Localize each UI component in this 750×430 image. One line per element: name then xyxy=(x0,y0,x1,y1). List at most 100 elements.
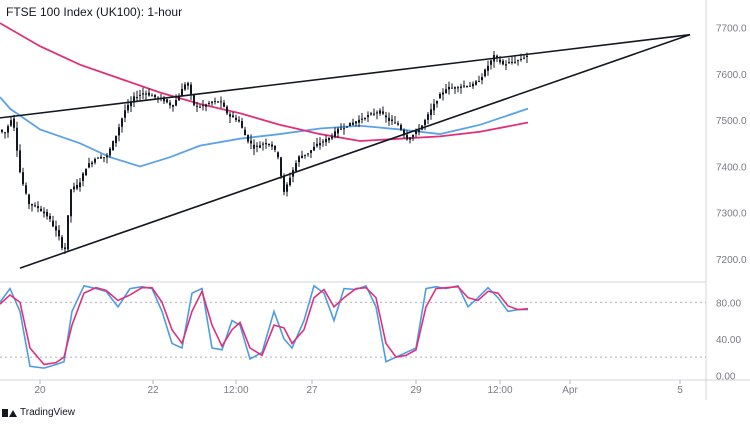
candle-body xyxy=(187,83,189,86)
price-candle xyxy=(91,160,93,168)
price-candle xyxy=(76,179,78,191)
candle-body xyxy=(163,98,165,102)
price-candle xyxy=(259,141,261,149)
candle-body xyxy=(28,194,30,205)
price-candle xyxy=(136,90,138,102)
price-candle xyxy=(61,235,63,251)
candle-body xyxy=(496,55,498,58)
price-candle xyxy=(43,207,45,218)
candle-body xyxy=(262,143,264,145)
candle-body xyxy=(466,86,468,88)
price-candle xyxy=(277,151,279,160)
candle-body xyxy=(325,139,327,143)
price-candle xyxy=(271,141,273,151)
stochastic-panel xyxy=(0,284,529,369)
candle-body xyxy=(247,134,249,142)
candle-body xyxy=(169,102,171,106)
price-candle xyxy=(373,108,375,117)
price-candle xyxy=(235,114,237,122)
candle-body xyxy=(376,112,378,114)
price-candle xyxy=(289,172,291,187)
price-candle xyxy=(232,111,234,118)
price-candle xyxy=(460,83,462,94)
candle-body xyxy=(85,168,87,176)
price-candle xyxy=(247,134,249,144)
price-candle xyxy=(493,50,495,68)
candle-body xyxy=(268,144,270,146)
time-tick-label: 27 xyxy=(306,385,318,396)
price-candle xyxy=(25,182,27,195)
price-candle xyxy=(457,85,459,93)
price-candle xyxy=(223,99,225,108)
candle-body xyxy=(190,84,192,94)
ma-fast-line xyxy=(0,96,529,168)
candle-body xyxy=(484,69,486,77)
price-candle xyxy=(172,104,174,112)
candle-body xyxy=(361,118,363,120)
candle-body xyxy=(463,85,465,87)
price-candle xyxy=(382,106,384,116)
candle-body xyxy=(115,135,117,144)
price-candle xyxy=(325,135,327,146)
price-candle xyxy=(238,116,240,123)
price-candle xyxy=(208,100,210,106)
candle-body xyxy=(490,60,492,65)
time-tick-label: 20 xyxy=(34,385,46,396)
candle-body xyxy=(235,117,237,120)
price-candle xyxy=(97,156,99,159)
candle-body xyxy=(334,131,336,137)
candle-body xyxy=(430,109,432,116)
time-tick-label: 5 xyxy=(677,385,683,396)
price-candle xyxy=(439,92,441,99)
candle-body xyxy=(202,105,204,107)
price-candle xyxy=(145,90,147,101)
price-candle xyxy=(166,98,168,104)
price-candle xyxy=(511,56,513,65)
candle-body xyxy=(7,126,9,133)
price-candle xyxy=(463,80,465,89)
tradingview-logo-icon xyxy=(2,408,17,418)
price-candle xyxy=(352,118,354,126)
price-candle xyxy=(85,168,87,176)
candle-body xyxy=(385,115,387,118)
price-candle xyxy=(364,117,366,121)
price-tick-label: 7300.0 xyxy=(716,209,747,220)
price-candle xyxy=(274,145,276,153)
candle-body xyxy=(25,185,27,194)
candle-body xyxy=(508,62,510,64)
price-candle xyxy=(139,89,141,101)
price-candle xyxy=(334,127,336,139)
price-candle xyxy=(310,150,312,159)
candle-body xyxy=(55,226,57,231)
candle-body xyxy=(148,92,150,96)
price-candle xyxy=(217,100,219,103)
candle-body xyxy=(10,120,12,126)
time-tick-label: 12:00 xyxy=(487,385,512,396)
candle-body xyxy=(331,136,333,139)
candle-body xyxy=(475,81,477,85)
candle-body xyxy=(61,237,63,248)
price-candle xyxy=(256,142,258,153)
price-candle xyxy=(13,114,15,131)
price-candle xyxy=(55,220,57,237)
price-candle xyxy=(370,111,372,116)
price-candle xyxy=(220,96,222,109)
price-candle xyxy=(346,126,348,129)
price-candle xyxy=(16,121,18,157)
candle-body xyxy=(196,105,198,107)
candle-body xyxy=(133,96,135,102)
price-candle xyxy=(358,115,360,128)
price-candle xyxy=(73,182,75,193)
candle-body xyxy=(295,162,297,171)
price-candle xyxy=(250,134,252,150)
price-candle xyxy=(403,128,405,139)
candle-body xyxy=(283,176,285,192)
price-candle xyxy=(109,146,111,158)
candle-body xyxy=(478,81,480,83)
candle-body xyxy=(349,122,351,127)
candle-body xyxy=(40,208,42,212)
price-candle xyxy=(304,154,306,159)
price-candle xyxy=(79,177,81,192)
time-tick-label: 22 xyxy=(147,385,159,396)
